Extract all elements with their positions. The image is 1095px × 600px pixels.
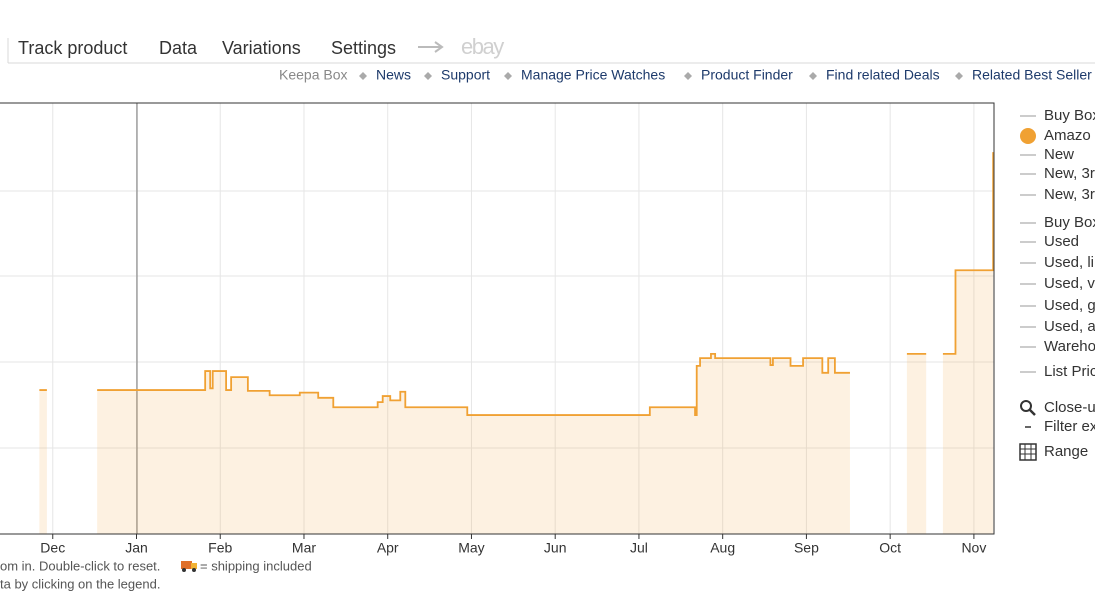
legend-item[interactable]: Buy Box: [1044, 214, 1095, 231]
x-tick-label: Aug: [710, 540, 735, 556]
price-area: [39, 152, 994, 534]
legend-item[interactable]: Used, g: [1044, 297, 1095, 314]
separator-icon: [684, 72, 692, 80]
x-tick-label: Feb: [208, 540, 232, 556]
ebay-logo[interactable]: ebay: [461, 34, 506, 59]
x-tick-label: Jul: [630, 540, 648, 556]
nav-link[interactable]: Manage Price Watches: [521, 67, 665, 83]
tool-item[interactable]: Filter ex: [1044, 418, 1095, 435]
legend: Buy Box New New, 3r New, 3r Buy Box Used Used,…: [1019, 107, 1095, 461]
legend-swatch: [1020, 128, 1036, 144]
nav-link[interactable]: Keepa Box: [279, 67, 348, 83]
x-tick-label: Dec: [40, 540, 65, 556]
tool-item[interactable]: Range: [1044, 443, 1088, 460]
legend-item[interactable]: Amazo: [1044, 127, 1091, 144]
note: ta by clicking on the legend.: [0, 576, 160, 591]
search-icon: [1020, 400, 1032, 412]
x-tick-label: Jan: [125, 540, 148, 556]
tool-item[interactable]: Close-u: [1044, 399, 1095, 416]
note: = shipping included: [200, 558, 312, 573]
legend-item[interactable]: Used: [1044, 233, 1079, 250]
separator-icon: [809, 72, 817, 80]
x-tick-label: Mar: [292, 540, 316, 556]
nav-tab[interactable]: Settings: [331, 38, 396, 58]
legend-item[interactable]: Used, li: [1044, 254, 1094, 271]
legend-item[interactable]: Used, a: [1044, 318, 1095, 335]
calendar-icon: [1019, 443, 1037, 461]
separator-icon: [359, 72, 367, 80]
x-tick-label: Apr: [377, 540, 399, 556]
nav-link[interactable]: Product Finder: [701, 67, 793, 83]
nav-link[interactable]: Find related Deals: [826, 67, 940, 83]
arrow-icon: [418, 41, 444, 53]
nav-tab[interactable]: Track product: [18, 38, 127, 58]
legend-item[interactable]: Used, v: [1044, 275, 1095, 292]
x-tick-label: Jun: [544, 540, 567, 556]
separator-icon: [424, 72, 432, 80]
note: om in. Double-click to reset.: [0, 558, 160, 573]
truck-icon: [181, 561, 197, 572]
x-tick-label: Oct: [879, 540, 901, 556]
search-icon: [1029, 409, 1036, 416]
chart: [0, 103, 995, 539]
legend-item[interactable]: New, 3r: [1044, 165, 1095, 182]
nav-tab[interactable]: Variations: [222, 38, 301, 58]
links-row: Keepa Box News Support Manage Price Watches…: [279, 67, 1092, 83]
nav-tab[interactable]: Data: [159, 38, 198, 58]
separator-icon: [955, 72, 963, 80]
nav-link[interactable]: Support: [441, 67, 490, 83]
legend-item[interactable]: New: [1044, 146, 1074, 163]
plot-frame: [0, 102, 995, 535]
price-line: [39, 152, 995, 416]
x-tick-label: May: [458, 540, 484, 556]
legend-item[interactable]: Wareho: [1044, 338, 1095, 355]
calendar-icon: [1020, 444, 1036, 460]
legend-item[interactable]: Buy Box: [1044, 107, 1095, 124]
x-tick-label: Sep: [794, 540, 819, 556]
nav-bar: Track product Data Variations Settings e…: [7, 34, 1095, 64]
nav-link[interactable]: Related Best Seller: [972, 67, 1092, 83]
legend-item[interactable]: List Pric: [1044, 363, 1095, 380]
separator-icon: [504, 72, 512, 80]
x-tick-label: Nov: [961, 540, 986, 556]
legend-item[interactable]: New, 3r: [1044, 186, 1095, 203]
nav-link[interactable]: News: [376, 67, 411, 83]
